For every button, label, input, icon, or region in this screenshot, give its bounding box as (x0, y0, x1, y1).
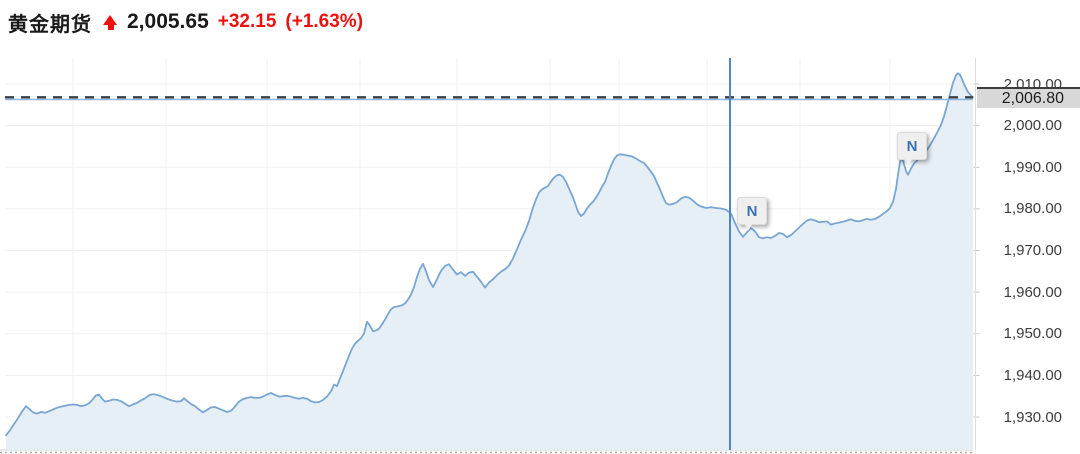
y-axis-label: 1,960.00 (1003, 284, 1062, 301)
y-axis-label: 1,940.00 (1003, 367, 1062, 384)
last-price: 2,005.65 (127, 10, 209, 33)
y-axis-label: 1,950.00 (1003, 325, 1062, 342)
area-fill (6, 73, 973, 450)
instrument-name: 黄金期货 (8, 13, 92, 36)
news-marker-badge[interactable]: N (897, 132, 927, 166)
y-axis-label: 1,930.00 (1003, 409, 1062, 426)
price-change: +32.15 (217, 11, 277, 32)
y-axis-label: 1,970.00 (1003, 242, 1062, 259)
y-axis-label: 2,000.00 (1003, 117, 1062, 134)
up-arrow-icon (103, 14, 118, 31)
last-price-flag: 2,006.80 (977, 87, 1080, 108)
price-line-series (5, 72, 974, 437)
news-marker-badge[interactable]: N (737, 197, 767, 231)
y-axis-label: 1,980.00 (1003, 200, 1062, 217)
y-axis-label: 1,990.00 (1003, 159, 1062, 176)
quote-header: 黄金期货 2,005.65 +32.15 (+1.63%) (8, 6, 363, 38)
price-change-percent: (+1.63%) (285, 11, 364, 32)
